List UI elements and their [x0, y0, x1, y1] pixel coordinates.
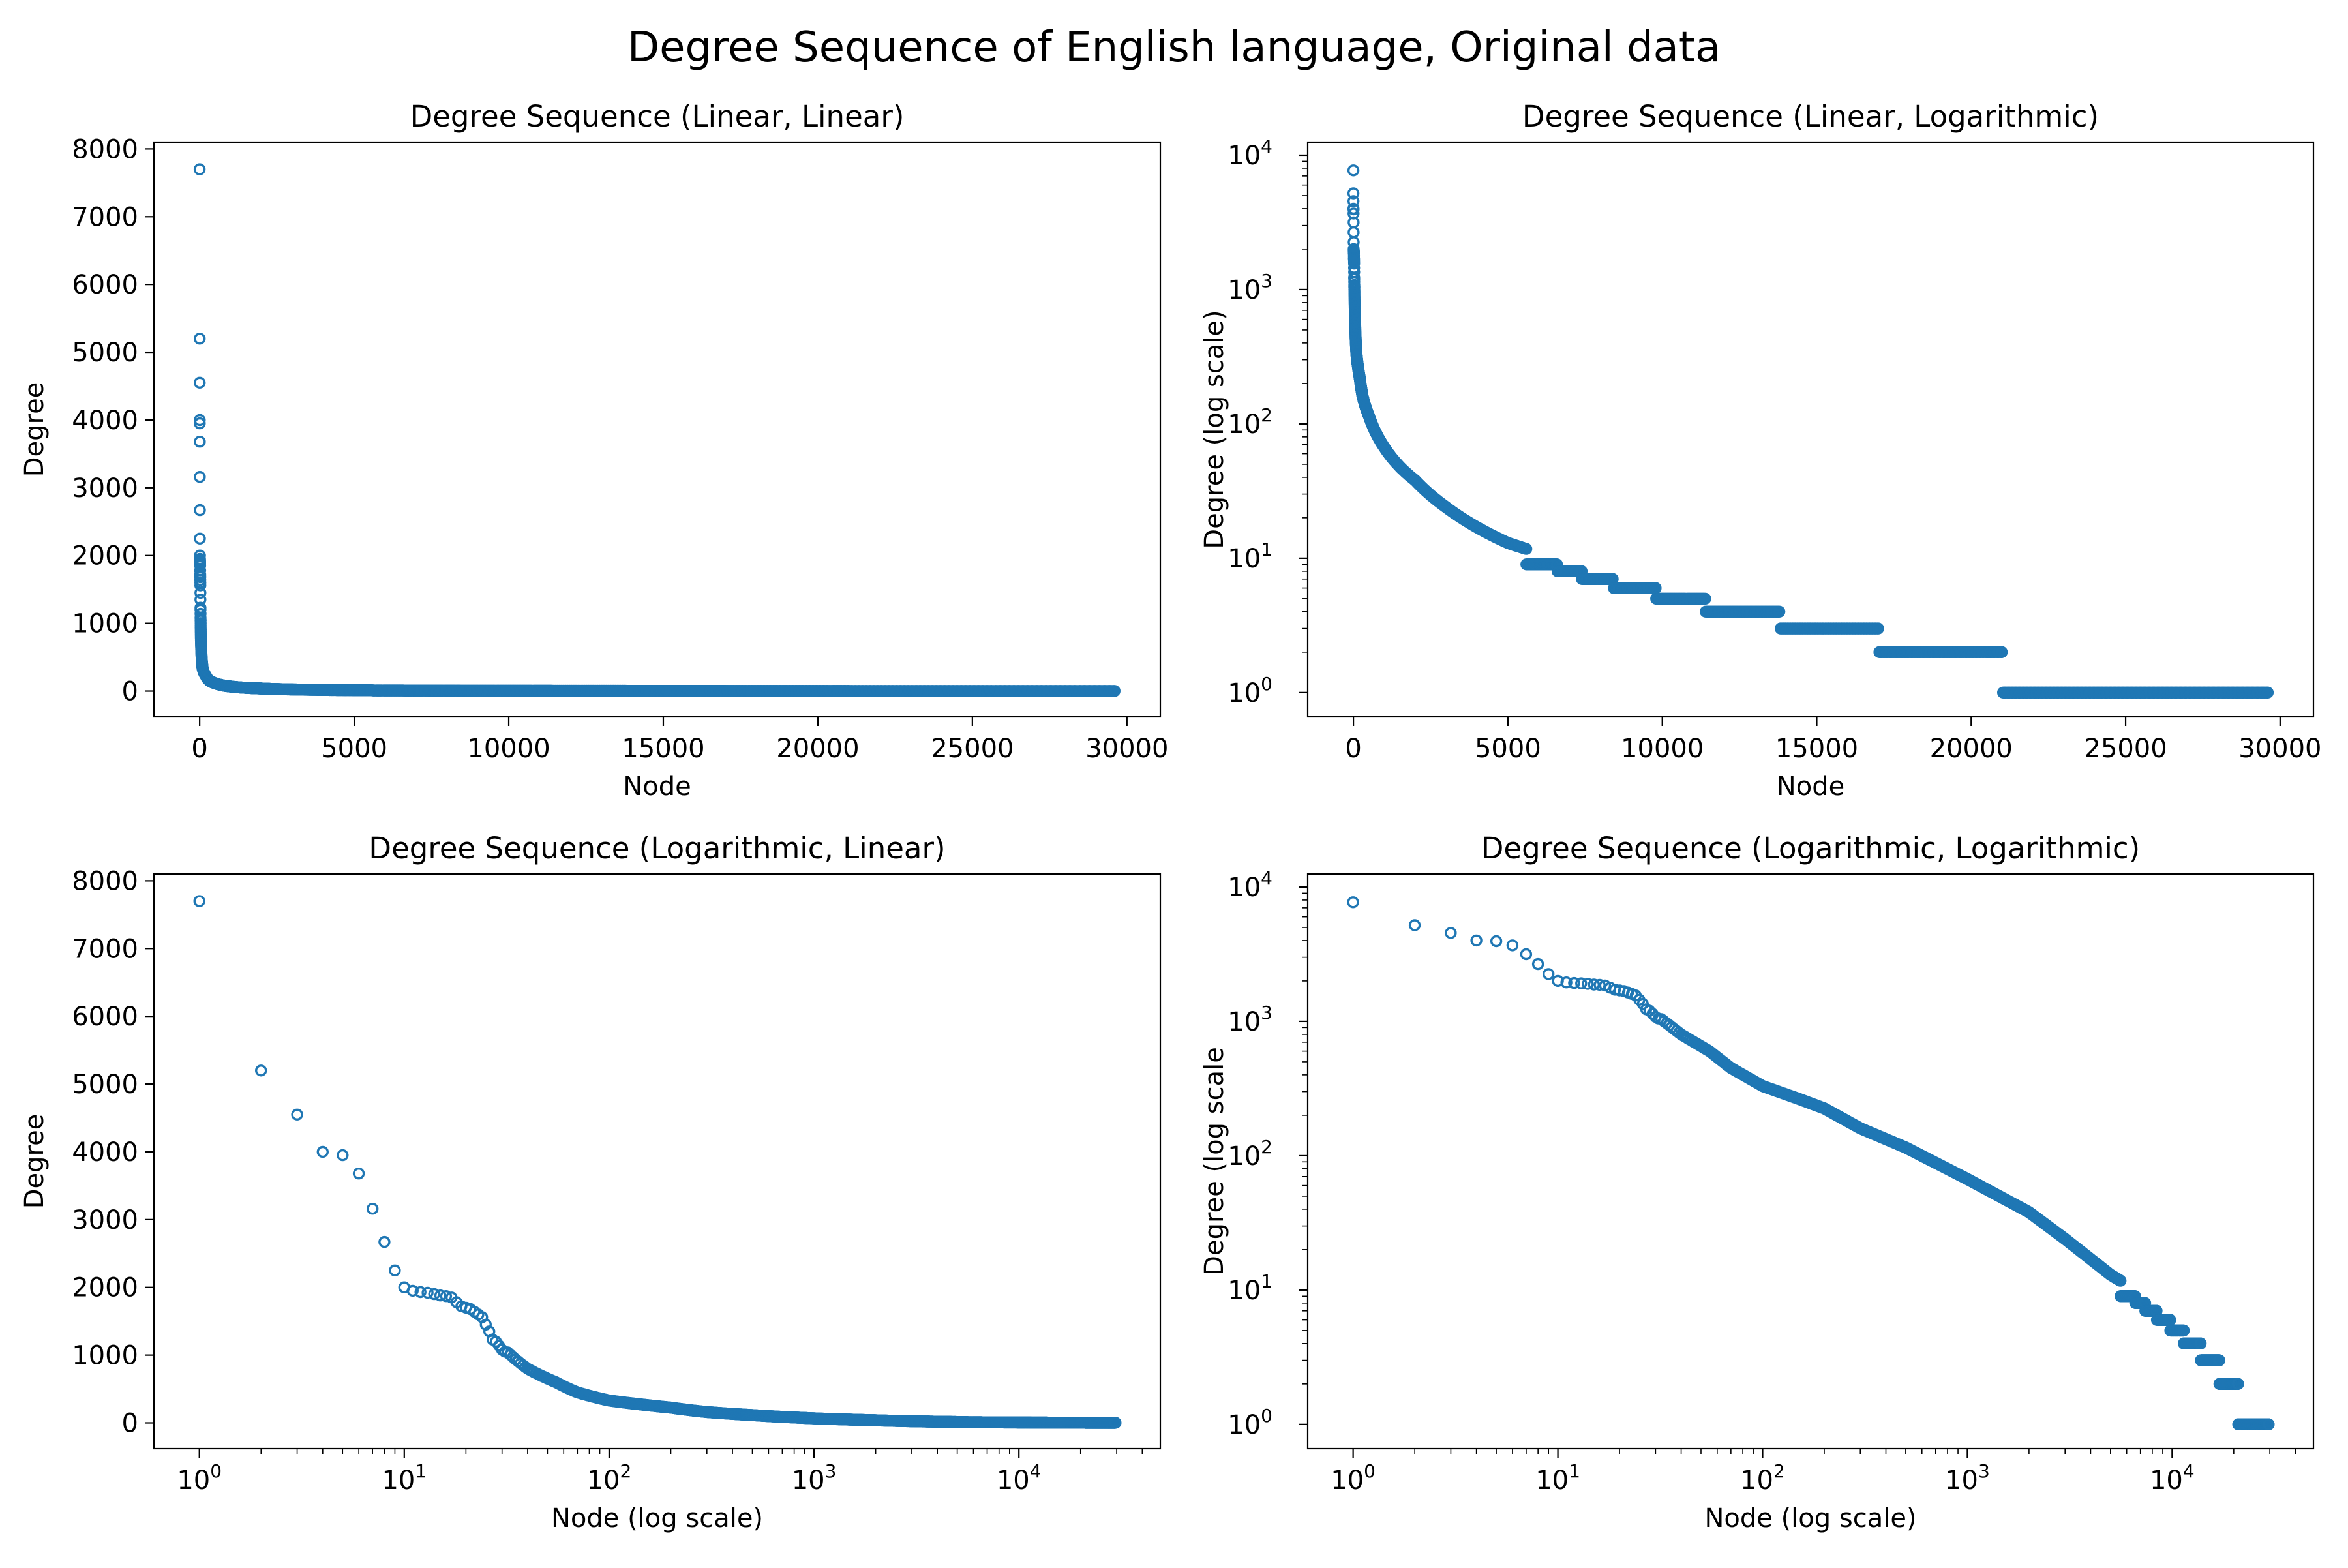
- y-tick-label: 7000: [72, 202, 138, 232]
- x-tick-label: 15000: [1775, 734, 1858, 764]
- y-tick-label: 101: [1227, 539, 1272, 574]
- data-point: [195, 164, 205, 174]
- data-points: [195, 164, 1120, 696]
- data-point: [195, 378, 205, 387]
- x-tick-label: 25000: [931, 734, 1014, 764]
- figure-title: Degree Sequence of English language, Ori…: [0, 23, 2348, 72]
- y-axis-label: Degree (log scale): [1199, 310, 1229, 549]
- y-axis-label: Degree: [20, 382, 50, 477]
- y-tick-label: 6000: [72, 270, 138, 300]
- x-tick-label: 20000: [776, 734, 859, 764]
- subplot-title: Degree Sequence (Linear, Linear): [410, 99, 905, 134]
- x-tick-label: 0: [191, 734, 207, 764]
- data-points: [194, 896, 1121, 1428]
- subplot-linear-linear: Degree Sequence (Linear, Linear) 0 5000 100…: [20, 99, 1168, 802]
- x-tick-label: 10000: [467, 734, 550, 764]
- axes-frame: [154, 142, 1160, 717]
- data-point: [380, 1237, 389, 1247]
- y-tick-label: 103: [1227, 270, 1272, 305]
- x-tick-label: 5000: [321, 734, 387, 764]
- data-point: [195, 534, 205, 543]
- data-point: [195, 437, 205, 447]
- data-point: [368, 1204, 378, 1214]
- data-point: [292, 1109, 302, 1119]
- data-point: [390, 1265, 400, 1275]
- data-point: [195, 472, 205, 482]
- x-tick-label: 10000: [1621, 734, 1704, 764]
- x-tick-label: 5000: [1475, 734, 1541, 764]
- y-tick-label: 100: [1227, 673, 1272, 708]
- subplot-log-linear: Degree Sequence (Logarithmic, Linear)100…: [20, 831, 1160, 1533]
- x-tick-label: 30000: [1085, 734, 1168, 764]
- x-tick-label: 20000: [1930, 734, 2013, 764]
- data-point: [256, 1066, 266, 1076]
- data-point: [194, 896, 204, 906]
- y-tick-label: 102: [1227, 404, 1272, 440]
- y-tick-label: 8000: [72, 134, 138, 164]
- data-point: [354, 1169, 364, 1179]
- x-axis-label: Node: [623, 772, 691, 802]
- data-points: [1349, 166, 2273, 698]
- y-tick-label: 2000: [72, 541, 138, 571]
- subplot-title: Degree Sequence (Logarithmic, Linear): [369, 831, 945, 866]
- y-tick-label: 5000: [72, 338, 138, 368]
- data-point: [1349, 228, 1359, 237]
- data-point: [195, 505, 205, 515]
- y-tick-label: 1000: [72, 609, 138, 639]
- y-tick-label: 4000: [72, 406, 138, 436]
- y-tick-label: 104: [1227, 136, 1272, 171]
- x-tick-label: 0: [1345, 734, 1361, 764]
- subplot-linear-log: Degree Sequence (Linear, Logarithmic) 0 50…: [1199, 99, 2321, 802]
- x-tick-label: 25000: [2084, 734, 2167, 764]
- y-tick-label: 0: [122, 677, 138, 707]
- subplot-title: Degree Sequence (Linear, Logarithmic): [1522, 99, 2099, 134]
- x-tick-label: 30000: [2238, 734, 2321, 764]
- data-point: [1349, 166, 1359, 175]
- x-axis-label: Node: [1777, 772, 1844, 802]
- data-point: [318, 1147, 327, 1157]
- x-tick-label: 15000: [622, 734, 704, 764]
- y-tick-label: 3000: [72, 474, 138, 504]
- data-point: [195, 334, 205, 344]
- data-point: [338, 1151, 348, 1160]
